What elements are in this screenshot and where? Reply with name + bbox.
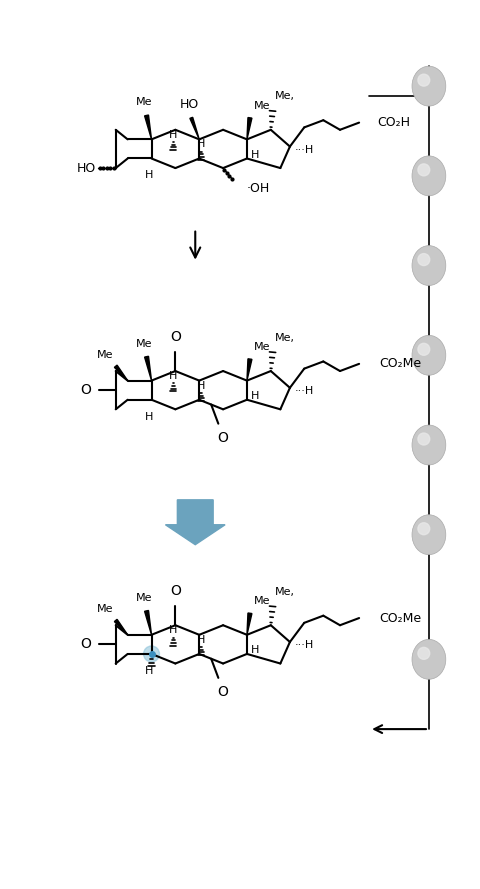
Text: Me: Me: [97, 605, 114, 614]
Text: H: H: [169, 130, 178, 140]
Ellipse shape: [412, 515, 446, 555]
Ellipse shape: [418, 74, 430, 86]
Polygon shape: [166, 500, 225, 545]
Polygon shape: [190, 117, 199, 140]
Text: O: O: [80, 383, 91, 397]
Text: Me: Me: [136, 339, 153, 348]
Text: Me: Me: [97, 350, 114, 360]
Ellipse shape: [412, 335, 446, 375]
Text: Me,: Me,: [275, 92, 295, 101]
Ellipse shape: [412, 639, 446, 679]
Text: ·OH: ·OH: [247, 182, 270, 195]
Ellipse shape: [412, 245, 446, 285]
Text: ···H: ···H: [295, 640, 314, 650]
Text: O: O: [217, 685, 228, 699]
Text: O: O: [170, 584, 181, 598]
Polygon shape: [114, 620, 128, 635]
Text: Me: Me: [254, 597, 270, 606]
Ellipse shape: [418, 647, 430, 660]
Ellipse shape: [418, 433, 430, 445]
Polygon shape: [247, 613, 252, 635]
Text: H: H: [169, 625, 178, 636]
Text: H: H: [251, 391, 259, 401]
Text: H: H: [145, 171, 154, 180]
Text: Me,: Me,: [275, 332, 295, 342]
Text: Me: Me: [136, 593, 153, 603]
Text: O: O: [170, 330, 181, 344]
Polygon shape: [144, 356, 152, 380]
Text: H: H: [197, 140, 205, 149]
Text: ···H: ···H: [295, 386, 314, 396]
Text: HO: HO: [77, 162, 96, 174]
Text: CO₂Me: CO₂Me: [379, 357, 421, 371]
Text: H: H: [197, 380, 205, 390]
Ellipse shape: [418, 164, 430, 176]
Polygon shape: [144, 115, 152, 140]
Text: Me: Me: [136, 98, 153, 108]
Polygon shape: [247, 359, 252, 380]
Text: H: H: [145, 666, 154, 676]
Text: Me,: Me,: [275, 587, 295, 597]
Ellipse shape: [418, 253, 430, 266]
Text: CO₂H: CO₂H: [377, 116, 410, 129]
Text: ···H: ···H: [295, 145, 314, 155]
Text: HO: HO: [180, 98, 199, 111]
Ellipse shape: [412, 66, 446, 106]
Ellipse shape: [418, 343, 430, 356]
Text: O: O: [217, 430, 228, 444]
Text: H: H: [145, 412, 154, 421]
Text: H: H: [169, 371, 178, 381]
Text: Me: Me: [254, 100, 270, 111]
Text: O: O: [80, 637, 91, 652]
Ellipse shape: [412, 425, 446, 465]
Text: H: H: [197, 635, 205, 645]
Polygon shape: [114, 365, 128, 380]
Polygon shape: [144, 611, 152, 635]
Text: H: H: [251, 645, 259, 655]
Ellipse shape: [412, 156, 446, 196]
Text: H: H: [251, 149, 259, 159]
Text: Me: Me: [254, 342, 270, 352]
Ellipse shape: [418, 523, 430, 534]
Polygon shape: [247, 117, 252, 140]
Circle shape: [144, 646, 159, 662]
Text: CO₂Me: CO₂Me: [379, 612, 421, 625]
